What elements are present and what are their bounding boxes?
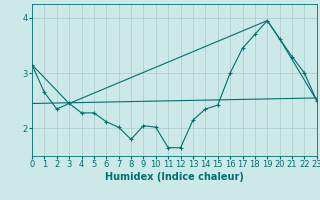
X-axis label: Humidex (Indice chaleur): Humidex (Indice chaleur) (105, 172, 244, 182)
